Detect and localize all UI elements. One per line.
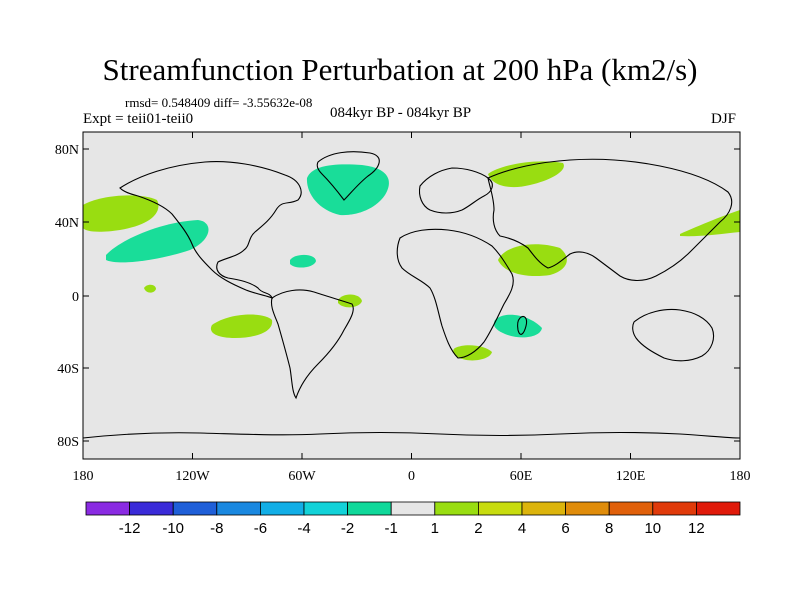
colorbar-swatch [129,501,174,516]
anomaly-negative-greenland [306,164,389,216]
coast-north-america [119,161,302,300]
colorbar-swatch [303,501,348,516]
coast-asia [487,158,733,282]
colorbar-label: -4 [297,520,310,537]
coast-greenland [316,151,380,201]
colorbar-label: -10 [162,520,184,537]
map-background [83,132,740,459]
colorbar-swatch [172,501,218,516]
colorbar-label: -12 [119,520,141,537]
lat-tick-label: 80S [57,435,79,450]
statistics-text: rmsd= 0.548409 diff= -3.55632e-08 [125,95,313,110]
colorbar-label: -1 [385,520,398,537]
lat-tick-label: 40S [57,362,79,377]
colorbar-swatch [696,501,741,516]
coast-madagascar [517,315,528,335]
season-label: DJF [711,111,737,127]
coast-antarctica [82,431,741,439]
anomaly-positive-tropical-pacific [144,284,156,293]
colorbar-swatch [477,501,523,516]
colorbar-swatch [521,501,566,516]
anomaly-positive-tropical-atlantic [338,294,362,308]
colorbar-swatch [85,501,130,516]
period-label: 084kyr BP - 084kyr BP [330,105,472,121]
colorbar-label: 8 [605,520,613,537]
experiment-label: Expt = teii01-teii0 [83,111,194,127]
lon-tick-label: 0 [408,469,415,484]
colorbar-swatch [608,501,654,516]
colorbar-label: 4 [518,520,526,537]
lat-tick-label: 80N [55,143,79,158]
coast-africa [396,228,514,359]
anomaly-positive-arabia [498,244,567,277]
colorbar-label: 10 [644,520,661,537]
lon-tick-label: 180 [73,469,94,484]
colorbar-label: -6 [254,520,267,537]
colorbar-swatch [434,501,479,516]
colorbar-label: 2 [474,520,482,537]
anomaly-negative-east-pacific [106,220,209,263]
coast-south-america [270,289,354,400]
longitude-axis: 180 120W 60W 0 60E 120E 180 [73,132,751,484]
colorbar-swatch [652,501,697,516]
coast-europe [418,167,493,214]
lat-tick-label: 40N [55,216,79,231]
colorbar-label: -2 [341,520,354,537]
colorbar-swatch [390,501,436,516]
anomaly-positive-south-pacific [210,314,273,338]
colorbar-swatch [565,501,610,516]
colorbar-swatch [347,501,392,516]
colorbar-label: -8 [210,520,223,537]
lon-tick-label: 120W [175,469,210,484]
colorbar-label: 6 [561,520,569,537]
lat-tick-label: 0 [72,290,79,305]
latitude-axis: 80N 40N 0 40S 80S [55,143,740,450]
lon-tick-label: 60E [510,469,533,484]
lon-tick-label: 120E [616,469,646,484]
coast-australia [632,308,715,362]
anomaly-layer [83,161,740,361]
anomaly-positive-northern-europe [488,161,564,188]
figure-title: Streamfunction Perturbation at 200 hPa (… [102,52,698,87]
anomaly-positive-north-pacific [83,195,159,232]
lon-tick-label: 180 [730,469,751,484]
colorbar-label: 12 [688,520,705,537]
lon-tick-label: 60W [288,469,316,484]
colorbar-label: 1 [431,520,439,537]
colorbar-swatch [259,501,305,516]
colorbar-swatch [216,501,261,516]
coastlines [82,151,741,439]
colorbar: -12 -10 -8 -6 -4 -2 -1 1 2 4 6 8 10 12 [85,501,741,537]
anomaly-negative-caribbean [290,254,316,268]
